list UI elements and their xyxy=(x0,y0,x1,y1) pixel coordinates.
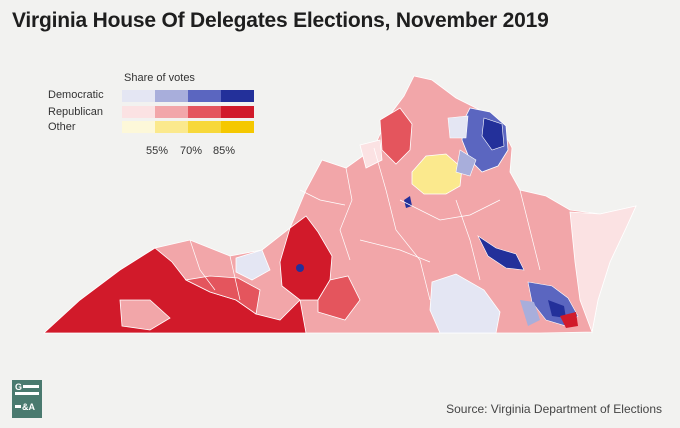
legend-tick: 70% xyxy=(180,145,203,157)
legend-swatch xyxy=(155,90,188,102)
southwest-mid-district xyxy=(184,275,261,315)
legend-swatches-other xyxy=(122,121,254,133)
norfolk-district xyxy=(548,300,566,318)
arlington-district xyxy=(481,117,505,151)
virginia-beach-district xyxy=(560,312,578,328)
legend-swatches-republican xyxy=(122,106,254,118)
legend-label-other: Other xyxy=(48,121,76,133)
central-red-district xyxy=(317,275,361,321)
loudoun-district xyxy=(447,115,469,139)
logo-bar xyxy=(15,405,21,408)
legend-swatch xyxy=(221,90,254,102)
logo-bar xyxy=(23,385,39,388)
legend-swatch xyxy=(188,106,221,118)
roanoke-dem-district xyxy=(296,264,304,272)
peninsula-light-dem xyxy=(520,300,540,326)
legend-swatch xyxy=(188,90,221,102)
legend-swatch xyxy=(155,121,188,133)
chart-title: Virginia House Of Delegates Elections, N… xyxy=(12,9,549,32)
legend-swatch xyxy=(122,121,155,133)
legend-label-democratic: Democratic xyxy=(48,89,104,101)
other-party-district xyxy=(411,153,463,195)
southside-dem-district xyxy=(429,273,501,334)
brand-logo: G &A xyxy=(12,380,42,418)
legend-swatch xyxy=(221,121,254,133)
legend-label-republican: Republican xyxy=(48,106,104,118)
district-borders xyxy=(189,147,541,301)
logo-text-bottom: &A xyxy=(22,402,35,412)
legend-swatch xyxy=(122,90,155,102)
southwest-light-district xyxy=(119,299,171,331)
legend-title: Share of votes xyxy=(124,72,195,84)
logo-text-top: G xyxy=(15,382,23,392)
prince-william-district xyxy=(455,149,477,177)
northwest-light-district xyxy=(359,139,383,169)
legend-swatch xyxy=(122,106,155,118)
legend-swatch xyxy=(221,106,254,118)
legend-swatch xyxy=(155,106,188,118)
legend-tick: 55% xyxy=(146,145,169,157)
legend-swatches-democratic xyxy=(122,90,254,102)
legend-swatch xyxy=(188,121,221,133)
blacksburg-district xyxy=(235,249,271,281)
legend-tick: 85% xyxy=(213,145,236,157)
shenandoah-district xyxy=(379,107,413,165)
eastern-shore-district xyxy=(569,205,637,334)
source-note: Source: Virginia Department of Elections xyxy=(446,402,662,416)
logo-bar xyxy=(15,392,39,395)
richmond-district xyxy=(477,235,525,271)
